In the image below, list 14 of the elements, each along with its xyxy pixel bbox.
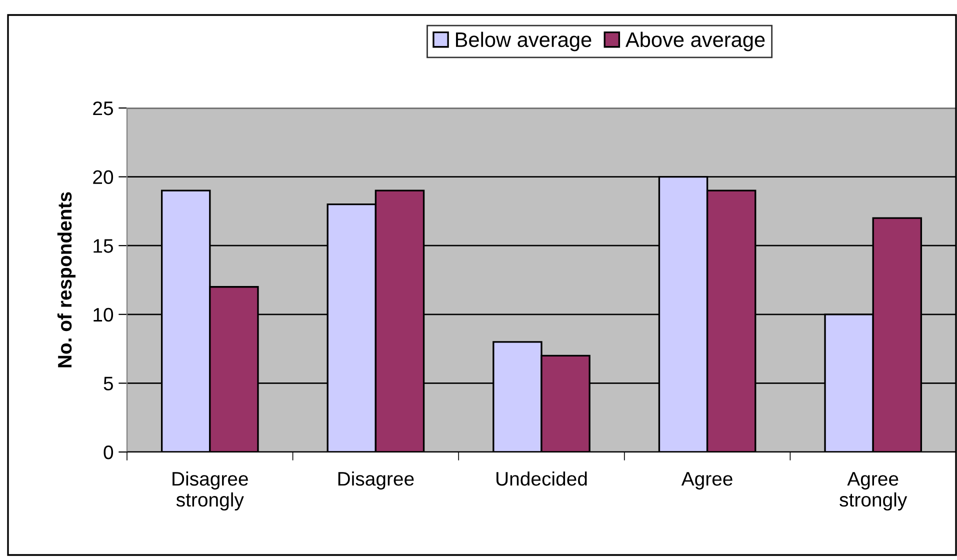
- x-tick-label: Agree strongly: [840, 472, 908, 511]
- x-tick-label: Undecided: [496, 471, 587, 486]
- x-tick-label: Disagree: [338, 471, 414, 490]
- y-tick-label: 15: [94, 239, 113, 253]
- y-tick-label: 25: [93, 101, 113, 116]
- legend-label: Above average: [625, 32, 765, 52]
- y-tick-label: 10: [94, 308, 114, 322]
- x-tick-label: Agree: [681, 472, 732, 490]
- x-tick-label: Disagree strongly: [172, 471, 248, 511]
- legend-label: Below average: [456, 32, 592, 52]
- y-tick-label: 20: [93, 170, 114, 184]
- y-axis-title: No. of respondents: [57, 192, 76, 368]
- y-tick-label: 0: [104, 445, 114, 460]
- y-tick-label: 5: [104, 376, 113, 390]
